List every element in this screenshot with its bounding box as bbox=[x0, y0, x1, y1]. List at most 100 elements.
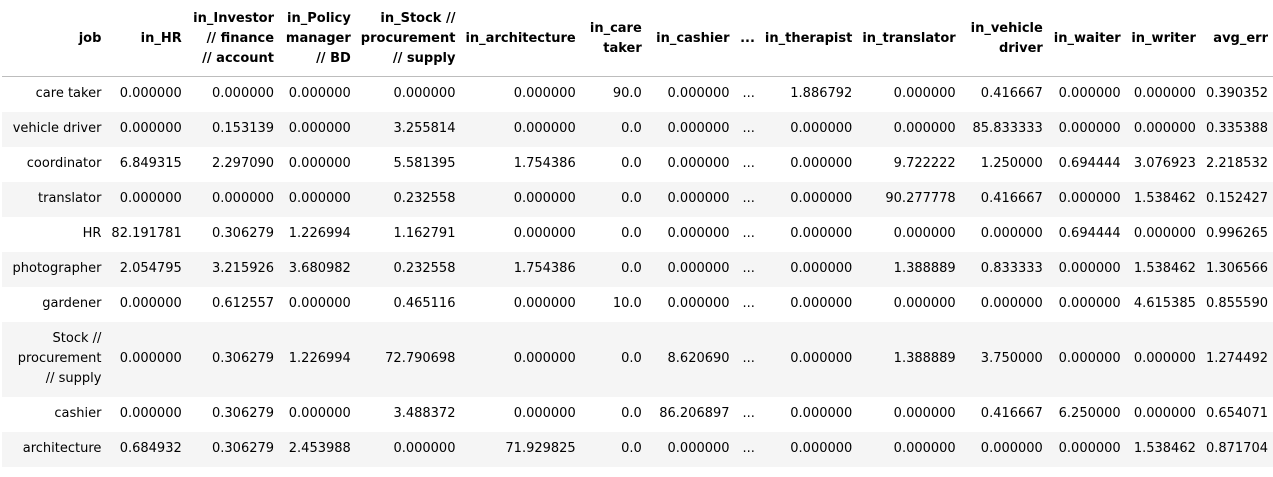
table-cell: 0.000000 bbox=[288, 191, 351, 206]
table-cell: 0.416667 bbox=[980, 406, 1043, 421]
table-cell: 0.000000 bbox=[119, 406, 182, 421]
column-header-line: in_architecture bbox=[465, 30, 576, 46]
table-cell: 4.615385 bbox=[1133, 296, 1196, 311]
table-cell: 0.000000 bbox=[790, 261, 853, 276]
table-cell: 82.191781 bbox=[111, 226, 182, 241]
table-row: cashier 0.000000 0.306279 0.000000 3.488372 0… bbox=[2, 397, 1273, 432]
table-cell: 0.996265 bbox=[1205, 226, 1268, 241]
table-cell: 9.722222 bbox=[893, 156, 956, 171]
column-header-avg-err: avg_err bbox=[1200, 1, 1273, 77]
table-row: translator 0.000000 0.000000 0.000000 0.2325… bbox=[2, 181, 1273, 217]
column-header-line: in_therapist bbox=[764, 30, 853, 46]
column-header-in-waiter: in_waiter bbox=[1047, 1, 1126, 77]
table-cell: 0.000000 bbox=[1058, 121, 1121, 136]
table-cell: 0.000000 bbox=[1058, 441, 1121, 456]
table-cell: 2.054795 bbox=[119, 261, 182, 276]
table-cell: ... bbox=[742, 261, 755, 276]
table-cell: 2.297090 bbox=[212, 156, 275, 171]
table-cell: 0.000000 bbox=[1058, 191, 1121, 206]
row-index-line: gardener bbox=[42, 296, 102, 311]
table-cell: 0.306279 bbox=[212, 441, 275, 456]
column-header-line: in_Stock // bbox=[380, 10, 456, 26]
table-body: care taker 0.000000 0.000000 0.000000 0.0000… bbox=[2, 77, 1273, 467]
table-cell: 0.654071 bbox=[1205, 406, 1268, 421]
table-row: architecture 0.684932 0.306279 2.453988 0.00… bbox=[2, 431, 1273, 467]
table-cell: 0.000000 bbox=[119, 296, 182, 311]
row-index-line: coordinator bbox=[26, 156, 102, 171]
table-cell: 0.000000 bbox=[893, 296, 956, 311]
column-header-in-care: in_care taker bbox=[580, 1, 647, 77]
table-cell: 0.153139 bbox=[212, 121, 275, 136]
row-index-label: cashier bbox=[2, 397, 106, 432]
column-header-line: // finance bbox=[206, 30, 275, 46]
table-cell: 1.754386 bbox=[513, 156, 576, 171]
table-cell: 0.000000 bbox=[513, 226, 576, 241]
table-cell: 0.000000 bbox=[980, 226, 1043, 241]
row-index-line: translator bbox=[38, 191, 102, 206]
table-cell: 0.000000 bbox=[893, 406, 956, 421]
table-cell: 0.416667 bbox=[980, 86, 1043, 102]
table-row: vehicle driver 0.000000 0.153139 0.000000 3.… bbox=[2, 111, 1273, 147]
table-cell: 0.000000 bbox=[790, 441, 853, 456]
table-row: photographer 2.054795 3.215926 3.680982 0.23… bbox=[2, 251, 1273, 287]
table-cell: 6.849315 bbox=[119, 156, 182, 171]
table-cell: 0.000000 bbox=[893, 121, 956, 136]
column-header-in-policy: in_Policy manager // BD bbox=[279, 1, 356, 77]
column-header-in-vehicle: in_vehicle driver bbox=[960, 1, 1048, 77]
table-cell: ... bbox=[742, 226, 755, 241]
column-header-in-architecture: in_architecture bbox=[460, 1, 581, 77]
table-cell: 0.000000 bbox=[288, 156, 351, 171]
table-header: job in_HR in_Investor // finance // account… bbox=[2, 1, 1273, 77]
row-index-line: vehicle driver bbox=[12, 121, 102, 136]
table-cell: 0.000000 bbox=[513, 86, 576, 102]
column-header-line: in_Policy bbox=[287, 10, 351, 26]
table-cell: 3.076923 bbox=[1133, 156, 1196, 171]
table-cell: 0.152427 bbox=[1205, 191, 1268, 206]
table-cell: 0.000000 bbox=[790, 406, 853, 421]
column-header-in-therapist: in_therapist bbox=[759, 1, 858, 77]
column-header-line: ... bbox=[740, 30, 755, 46]
table-cell: 90.277778 bbox=[885, 191, 956, 206]
column-header-ellipsis: ... bbox=[734, 1, 760, 77]
row-index-line: Stock // bbox=[52, 331, 102, 346]
table-row: coordinator 6.849315 2.297090 0.000000 5.581… bbox=[2, 147, 1273, 182]
table-cell: 0.000000 bbox=[1133, 351, 1196, 366]
dataframe-table: job in_HR in_Investor // finance // account… bbox=[2, 1, 1273, 467]
row-index-line: photographer bbox=[12, 261, 102, 276]
row-index-label: care taker bbox=[2, 77, 106, 112]
table-cell: 1.538462 bbox=[1133, 191, 1196, 206]
table-cell: 90.0 bbox=[612, 86, 642, 102]
table-cell: 1.886792 bbox=[790, 86, 853, 102]
row-index-label: vehicle driver bbox=[2, 112, 106, 147]
table-cell: 0.000000 bbox=[1058, 351, 1121, 366]
table-cell: 0.000000 bbox=[893, 441, 956, 456]
table-cell: ... bbox=[742, 441, 755, 456]
table-cell: 0.833333 bbox=[980, 261, 1043, 276]
table-cell: ... bbox=[742, 406, 755, 421]
table-cell: 10.0 bbox=[612, 296, 642, 311]
table-cell: 0.000000 bbox=[513, 121, 576, 136]
table-cell: 0.000000 bbox=[288, 86, 351, 102]
column-header-line: in_writer bbox=[1131, 30, 1196, 46]
table-cell: 0.000000 bbox=[790, 296, 853, 311]
table-cell: 0.000000 bbox=[119, 351, 182, 366]
table-cell: 85.833333 bbox=[972, 121, 1043, 136]
table-cell: 0.000000 bbox=[1058, 296, 1121, 311]
column-header-line: // supply bbox=[392, 50, 456, 66]
table-cell: ... bbox=[742, 86, 755, 102]
row-index-label: HR bbox=[2, 217, 106, 252]
table-cell: 0.871704 bbox=[1205, 441, 1268, 456]
table-cell: 0.0 bbox=[621, 156, 642, 171]
table-cell: ... bbox=[742, 296, 755, 311]
table-cell: 0.000000 bbox=[667, 86, 730, 102]
table-cell: 0.465116 bbox=[393, 296, 456, 311]
row-index-label: Stock // procurement // supply bbox=[2, 322, 106, 397]
table-cell: 2.218532 bbox=[1205, 156, 1268, 171]
table-cell: ... bbox=[742, 351, 755, 366]
table-cell: 2.453988 bbox=[288, 441, 351, 456]
table-cell: 0.000000 bbox=[667, 296, 730, 311]
header-row: job in_HR in_Investor // finance // account… bbox=[2, 1, 1273, 77]
column-header-line: in_care bbox=[589, 20, 642, 36]
table-cell: 0.0 bbox=[621, 351, 642, 366]
table-cell: 0.000000 bbox=[119, 86, 182, 102]
